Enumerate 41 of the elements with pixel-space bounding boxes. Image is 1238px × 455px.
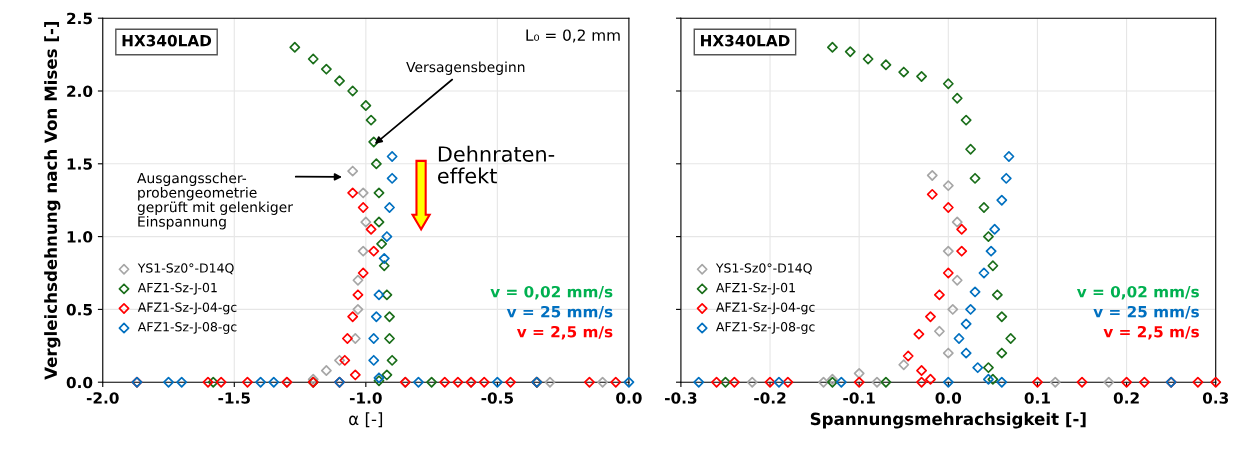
annotation: v = 0,02 mm/s [1076,285,1199,300]
legend-label: AFZ1-Sz-J-08-gc [716,322,815,334]
x-axis-title: Spannungsmehrachsigkeit [-] [810,412,1086,429]
x-tick-label: 0.0 [935,392,962,404]
x-tick-label: -2.0 [86,392,119,404]
y-tick-label: 2.5 [67,12,92,25]
y-tick-label: 2.0 [67,85,93,98]
x-tick-label: -0.1 [843,392,875,404]
y-tick-label: 0.0 [66,376,93,389]
legend-label: AFZ1-Sz-J-04-gc [716,302,815,315]
annotation: HX340LAD [122,34,212,47]
annotation: HX340LAD [701,34,790,47]
legend-label: YS1-Sz0°-D14Q [137,263,234,275]
x-tick-label: -0.2 [754,392,786,404]
annotation: Ausgangsscher- probengeometrie geprüft mit gelenkiger Einspannung [137,172,293,230]
annotation: Versagensbeginn [406,61,525,75]
annotation: v = 0,02 mm/s [490,285,613,300]
annotation: v = 2,5 m/s [516,325,613,340]
legend-label: YS1-Sz0°-D14Q [715,263,812,275]
x-tick-label: -0.5 [481,392,513,404]
annotation: v = 25 mm/s [1093,305,1199,319]
y-tick-label: 1.0 [67,231,93,243]
legend-label: AFZ1-Sz-J-04-gc [137,302,237,315]
legend-label: AFZ1-Sz-J-08-gc [137,322,237,334]
y-tick-label: 1.5 [67,158,92,170]
x-tick-label: 0.2 [1113,392,1139,404]
annotation: Dehnraten- effekt [438,145,555,184]
x-axis-title: α [-] [349,412,383,428]
annotation: v = 2,5 m/s [1103,325,1199,340]
x-tick-label: 0.1 [1024,392,1050,404]
annotation: L₀ = 0,2 mm [526,29,620,43]
y-tick-label: 0.5 [66,303,92,316]
legend-label: AFZ1-Sz-J-01 [137,282,217,295]
y-axis-title: Vergleichsdehnung nach Von Mises [-] [44,21,61,380]
x-tick-label: -1.5 [218,392,250,404]
annotation: v = 25 mm/s [506,305,613,319]
x-tick-label: -1.0 [349,392,382,404]
legend-label: AFZ1-Sz-J-01 [716,282,795,295]
x-tick-label: 0.0 [616,392,642,404]
x-tick-label: 0.3 [1202,392,1229,404]
x-tick-label: -0.3 [665,392,697,404]
